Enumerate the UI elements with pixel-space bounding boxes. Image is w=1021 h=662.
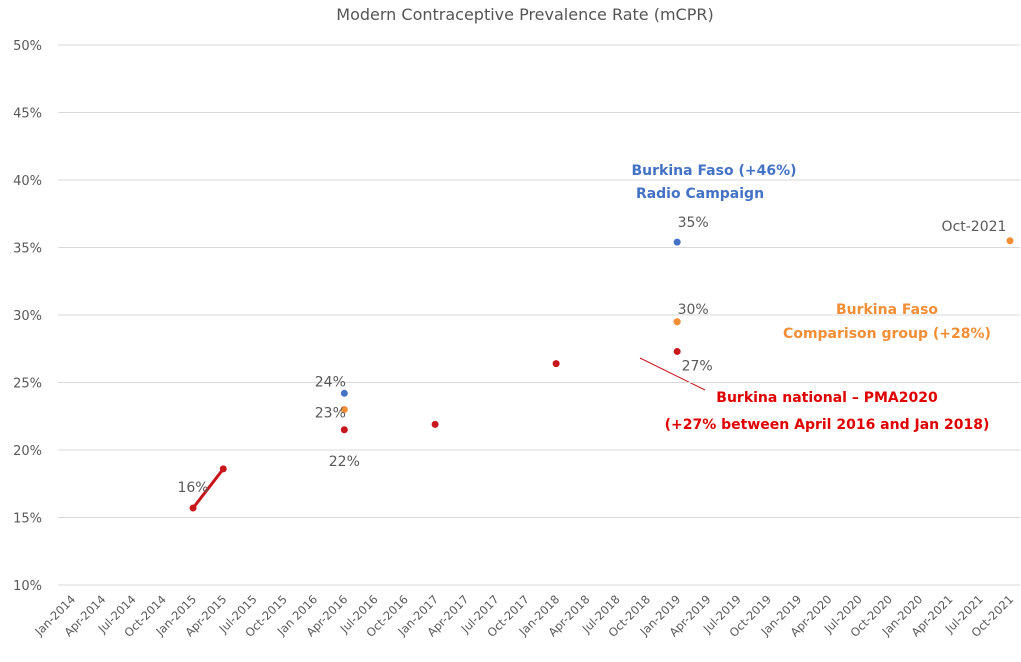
y-tick-label: 15% <box>13 512 42 527</box>
point <box>431 420 439 428</box>
connector <box>639 357 706 391</box>
point <box>673 318 681 326</box>
value-label: 24% <box>315 374 346 390</box>
y-tick-label: 40% <box>13 174 42 189</box>
y-tick-label: 35% <box>13 242 42 257</box>
annotation: Comparison group (+28%) <box>783 326 991 342</box>
value-label: 30% <box>678 302 709 318</box>
point <box>340 406 348 413</box>
annotation: Burkina Faso (+46%) <box>632 163 797 179</box>
y-tick-label: 30% <box>13 309 42 324</box>
annotation: Burkina Faso <box>836 302 938 318</box>
value-label: 27% <box>682 358 713 374</box>
y-tick-label: 20% <box>13 444 42 459</box>
annotation: Burkina national – PMA2020 <box>716 390 938 406</box>
point <box>552 360 560 368</box>
end-label: Oct-2021 <box>942 219 1007 235</box>
point <box>219 465 227 473</box>
point <box>673 238 681 246</box>
value-label: 16% <box>177 480 208 496</box>
y-tick-label: 10% <box>13 579 42 594</box>
point <box>340 389 348 397</box>
point <box>340 426 348 434</box>
point <box>673 347 681 355</box>
annotation: (+27% between April 2016 and Jan 2018) <box>665 417 990 433</box>
y-tick-label: 25% <box>13 377 42 392</box>
chart-title: Modern Contraceptive Prevalence Rate (mC… <box>336 5 713 24</box>
value-label: 23% <box>315 406 346 422</box>
y-tick-label: 50% <box>13 39 42 54</box>
value-label: 35% <box>678 215 709 231</box>
series-line <box>193 351 677 508</box>
value-label: 22% <box>329 454 360 470</box>
y-tick-label: 45% <box>13 107 42 122</box>
point <box>189 504 197 512</box>
annotation: Radio Campaign <box>636 186 764 202</box>
point <box>1006 237 1014 245</box>
